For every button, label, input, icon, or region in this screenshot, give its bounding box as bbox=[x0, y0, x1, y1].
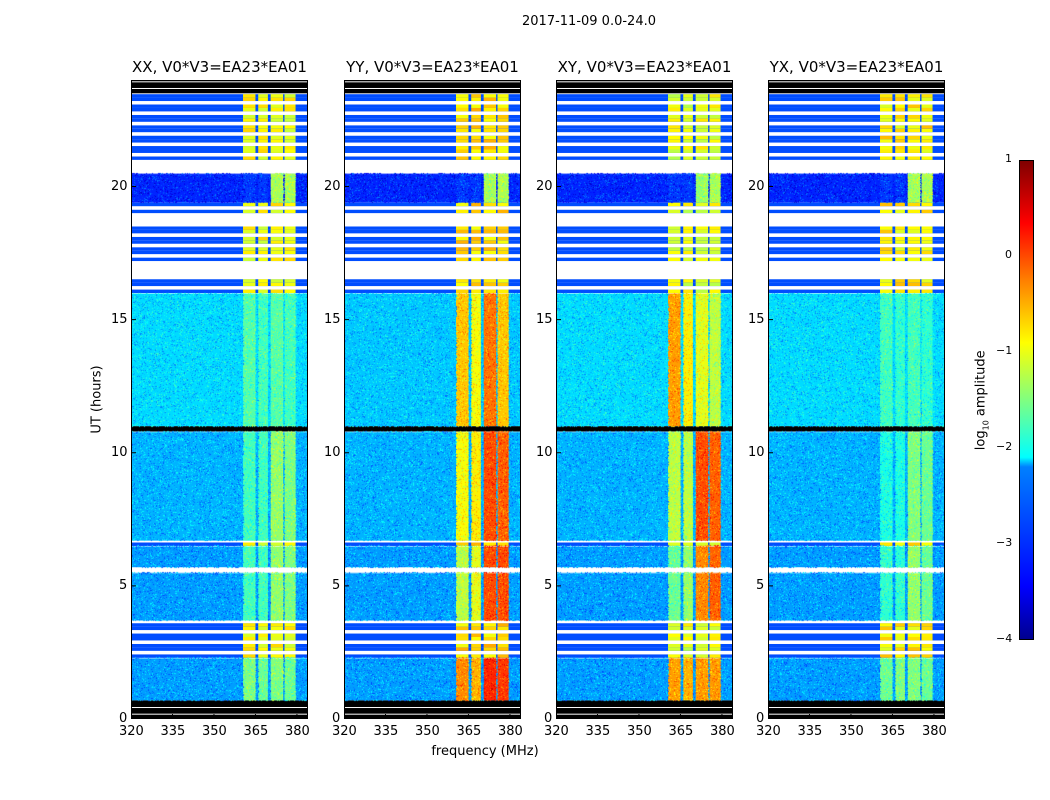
x-tick-label: 365 bbox=[456, 724, 482, 739]
x-tick-label: 365 bbox=[668, 724, 694, 739]
colorbar-tick-label: −4 bbox=[996, 632, 1013, 645]
x-tick-label: 320 bbox=[332, 724, 357, 739]
y-tick-label: 10 bbox=[111, 444, 128, 460]
axes-border bbox=[344, 80, 521, 719]
y-tick-label: 0 bbox=[332, 711, 341, 726]
noise-texture bbox=[131, 80, 308, 719]
x-tick-label: 365 bbox=[243, 724, 269, 739]
y-tick-label: 15 bbox=[748, 311, 765, 327]
x-tick-label: 350 bbox=[838, 724, 864, 739]
colorbar-label: log10 amplitude bbox=[973, 350, 991, 451]
axes-border bbox=[131, 80, 308, 719]
y-tick-label: 10 bbox=[748, 444, 765, 460]
x-tick-label: 365 bbox=[880, 724, 906, 739]
colorbar-tick-label: −3 bbox=[996, 536, 1013, 549]
y-tick-label: 15 bbox=[324, 311, 341, 327]
y-tick-label: 5 bbox=[119, 577, 128, 593]
y-tick-label: 0 bbox=[756, 711, 765, 726]
axes-border bbox=[768, 80, 945, 719]
y-tick-label: 10 bbox=[536, 444, 553, 460]
y-tick-label: 10 bbox=[324, 444, 341, 460]
noise-texture bbox=[344, 80, 521, 719]
y-tick-label: 20 bbox=[324, 178, 341, 194]
panel-title: XY, V0*V3=EA23*EA01 bbox=[557, 58, 732, 76]
x-tick-label: 380 bbox=[497, 724, 523, 739]
heatmap-panel-1 bbox=[344, 80, 521, 719]
colorbar-tick-label: 0 bbox=[1005, 248, 1012, 261]
y-axis-label: UT (hours) bbox=[89, 365, 105, 434]
y-tick-label: 5 bbox=[332, 577, 341, 593]
y-tick-label: 15 bbox=[111, 311, 128, 327]
figure-title: 2017-11-09 0.0-24.0 bbox=[522, 14, 656, 29]
colorbar-tick-label: 1 bbox=[1005, 152, 1012, 165]
x-tick-label: 335 bbox=[797, 724, 823, 739]
axes-frame bbox=[344, 80, 521, 719]
y-tick-label: 0 bbox=[544, 711, 553, 726]
panel-title: XX, V0*V3=EA23*EA01 bbox=[132, 58, 307, 76]
panel-title: YY, V0*V3=EA23*EA01 bbox=[346, 58, 519, 76]
colorbar bbox=[1019, 160, 1034, 640]
axes-border bbox=[556, 80, 733, 719]
colorbar-tick-label: −1 bbox=[996, 344, 1013, 357]
x-tick-label: 320 bbox=[119, 724, 144, 739]
y-tick-label: 20 bbox=[748, 178, 765, 194]
y-tick-label: 0 bbox=[119, 711, 128, 726]
x-tick-label: 335 bbox=[160, 724, 186, 739]
colorbar-tick-label: −2 bbox=[996, 440, 1013, 453]
x-tick-label: 380 bbox=[709, 724, 735, 739]
noise-texture bbox=[768, 80, 945, 719]
y-tick-label: 20 bbox=[111, 178, 128, 194]
noise-texture bbox=[556, 80, 733, 719]
x-tick-label: 380 bbox=[284, 724, 310, 739]
x-tick-label: 320 bbox=[544, 724, 569, 739]
x-tick-label: 335 bbox=[585, 724, 611, 739]
axes-frame bbox=[131, 80, 308, 719]
x-tick-label: 380 bbox=[921, 724, 947, 739]
x-tick-label: 335 bbox=[373, 724, 399, 739]
heatmap-panel-0 bbox=[131, 80, 308, 719]
panel-title: YX, V0*V3=EA23*EA01 bbox=[769, 58, 944, 76]
x-tick-label: 350 bbox=[201, 724, 227, 739]
y-tick-label: 5 bbox=[544, 577, 553, 593]
x-axis-label: frequency (MHz) bbox=[431, 744, 539, 759]
heatmap-panel-2 bbox=[556, 80, 733, 719]
heatmap-panel-3 bbox=[768, 80, 945, 719]
axes-frame bbox=[768, 80, 945, 719]
x-tick-label: 320 bbox=[756, 724, 781, 739]
y-tick-label: 5 bbox=[756, 577, 765, 593]
axes-frame bbox=[556, 80, 733, 719]
x-tick-label: 350 bbox=[414, 724, 440, 739]
x-tick-label: 350 bbox=[626, 724, 652, 739]
y-tick-label: 15 bbox=[536, 311, 553, 327]
y-tick-label: 20 bbox=[536, 178, 553, 194]
